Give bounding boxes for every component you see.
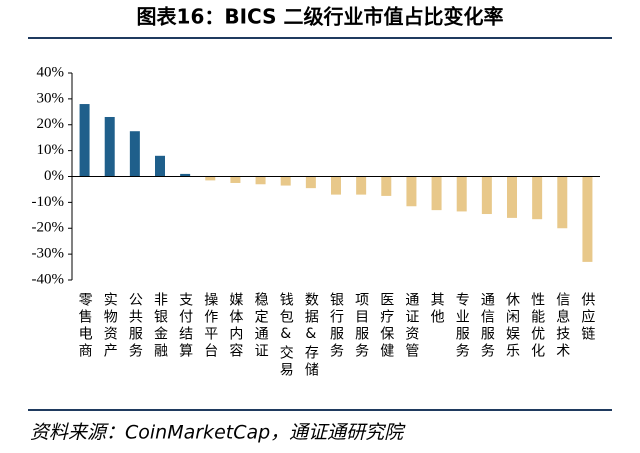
bar	[230, 176, 241, 183]
y-tick-label: -20%	[32, 220, 65, 236]
bar	[104, 116, 115, 177]
x-tick-label: 休闲娱乐	[504, 292, 520, 360]
y-tick-label: 30%	[37, 90, 65, 106]
x-tick-label: 操作平台	[202, 292, 218, 360]
x-tick-label: 零售电商	[77, 292, 93, 360]
bar	[507, 176, 517, 218]
x-tick-label: 实物资产	[102, 292, 118, 360]
bar	[180, 173, 191, 177]
x-tick-label: 医疗保健	[378, 292, 394, 360]
bar	[406, 176, 417, 207]
x-tick-label: 性能优化	[529, 292, 545, 360]
x-tick-label: 钱包&交易	[278, 292, 294, 379]
x-tick-label: 通证资管	[403, 292, 419, 360]
bar	[155, 155, 165, 177]
bar	[582, 176, 593, 262]
x-tick-label: 信息技术	[554, 292, 570, 360]
bar	[481, 176, 492, 215]
y-tick-label: -10%	[32, 194, 65, 210]
x-tick-label: 项目服务	[353, 292, 369, 360]
x-tick-label: 公共服务	[127, 292, 143, 360]
bar	[129, 131, 140, 177]
y-tick-label: 10%	[37, 142, 65, 158]
x-tick-label: 通信服务	[479, 292, 495, 360]
bar	[205, 176, 216, 181]
x-tick-label: 支付结算	[177, 292, 193, 360]
bar	[356, 176, 367, 195]
chart-title: 图表16：BICS 二级行业市值占比变化率	[137, 5, 504, 29]
y-tick-label: -30%	[32, 246, 65, 262]
y-tick-label: 0%	[44, 168, 64, 184]
x-tick-label: 稳定通证	[253, 292, 269, 360]
y-tick-label: 40%	[37, 64, 65, 80]
bar	[331, 176, 341, 195]
x-tick-label: 供应链	[579, 292, 595, 343]
y-tick-label: 20%	[37, 116, 65, 132]
bar	[305, 176, 316, 189]
bar	[280, 176, 291, 186]
y-tick-label: -40%	[32, 271, 65, 287]
bar	[79, 104, 90, 177]
x-tick-label: 专业服务	[454, 292, 470, 360]
bar	[557, 176, 568, 229]
bar	[532, 176, 543, 220]
bar	[381, 176, 392, 196]
bar	[456, 176, 467, 212]
source-note: 资料来源：CoinMarketCap，通证通研究院	[30, 422, 406, 444]
x-tick-label: 媒体内容	[227, 292, 243, 360]
bar	[431, 176, 442, 211]
x-tick-label: 非银金融	[152, 292, 168, 360]
x-tick-label: 其他	[429, 292, 445, 326]
x-tick-label: 数据&存储	[303, 292, 319, 379]
x-tick-label: 银行服务	[328, 292, 344, 360]
bar	[255, 176, 266, 185]
